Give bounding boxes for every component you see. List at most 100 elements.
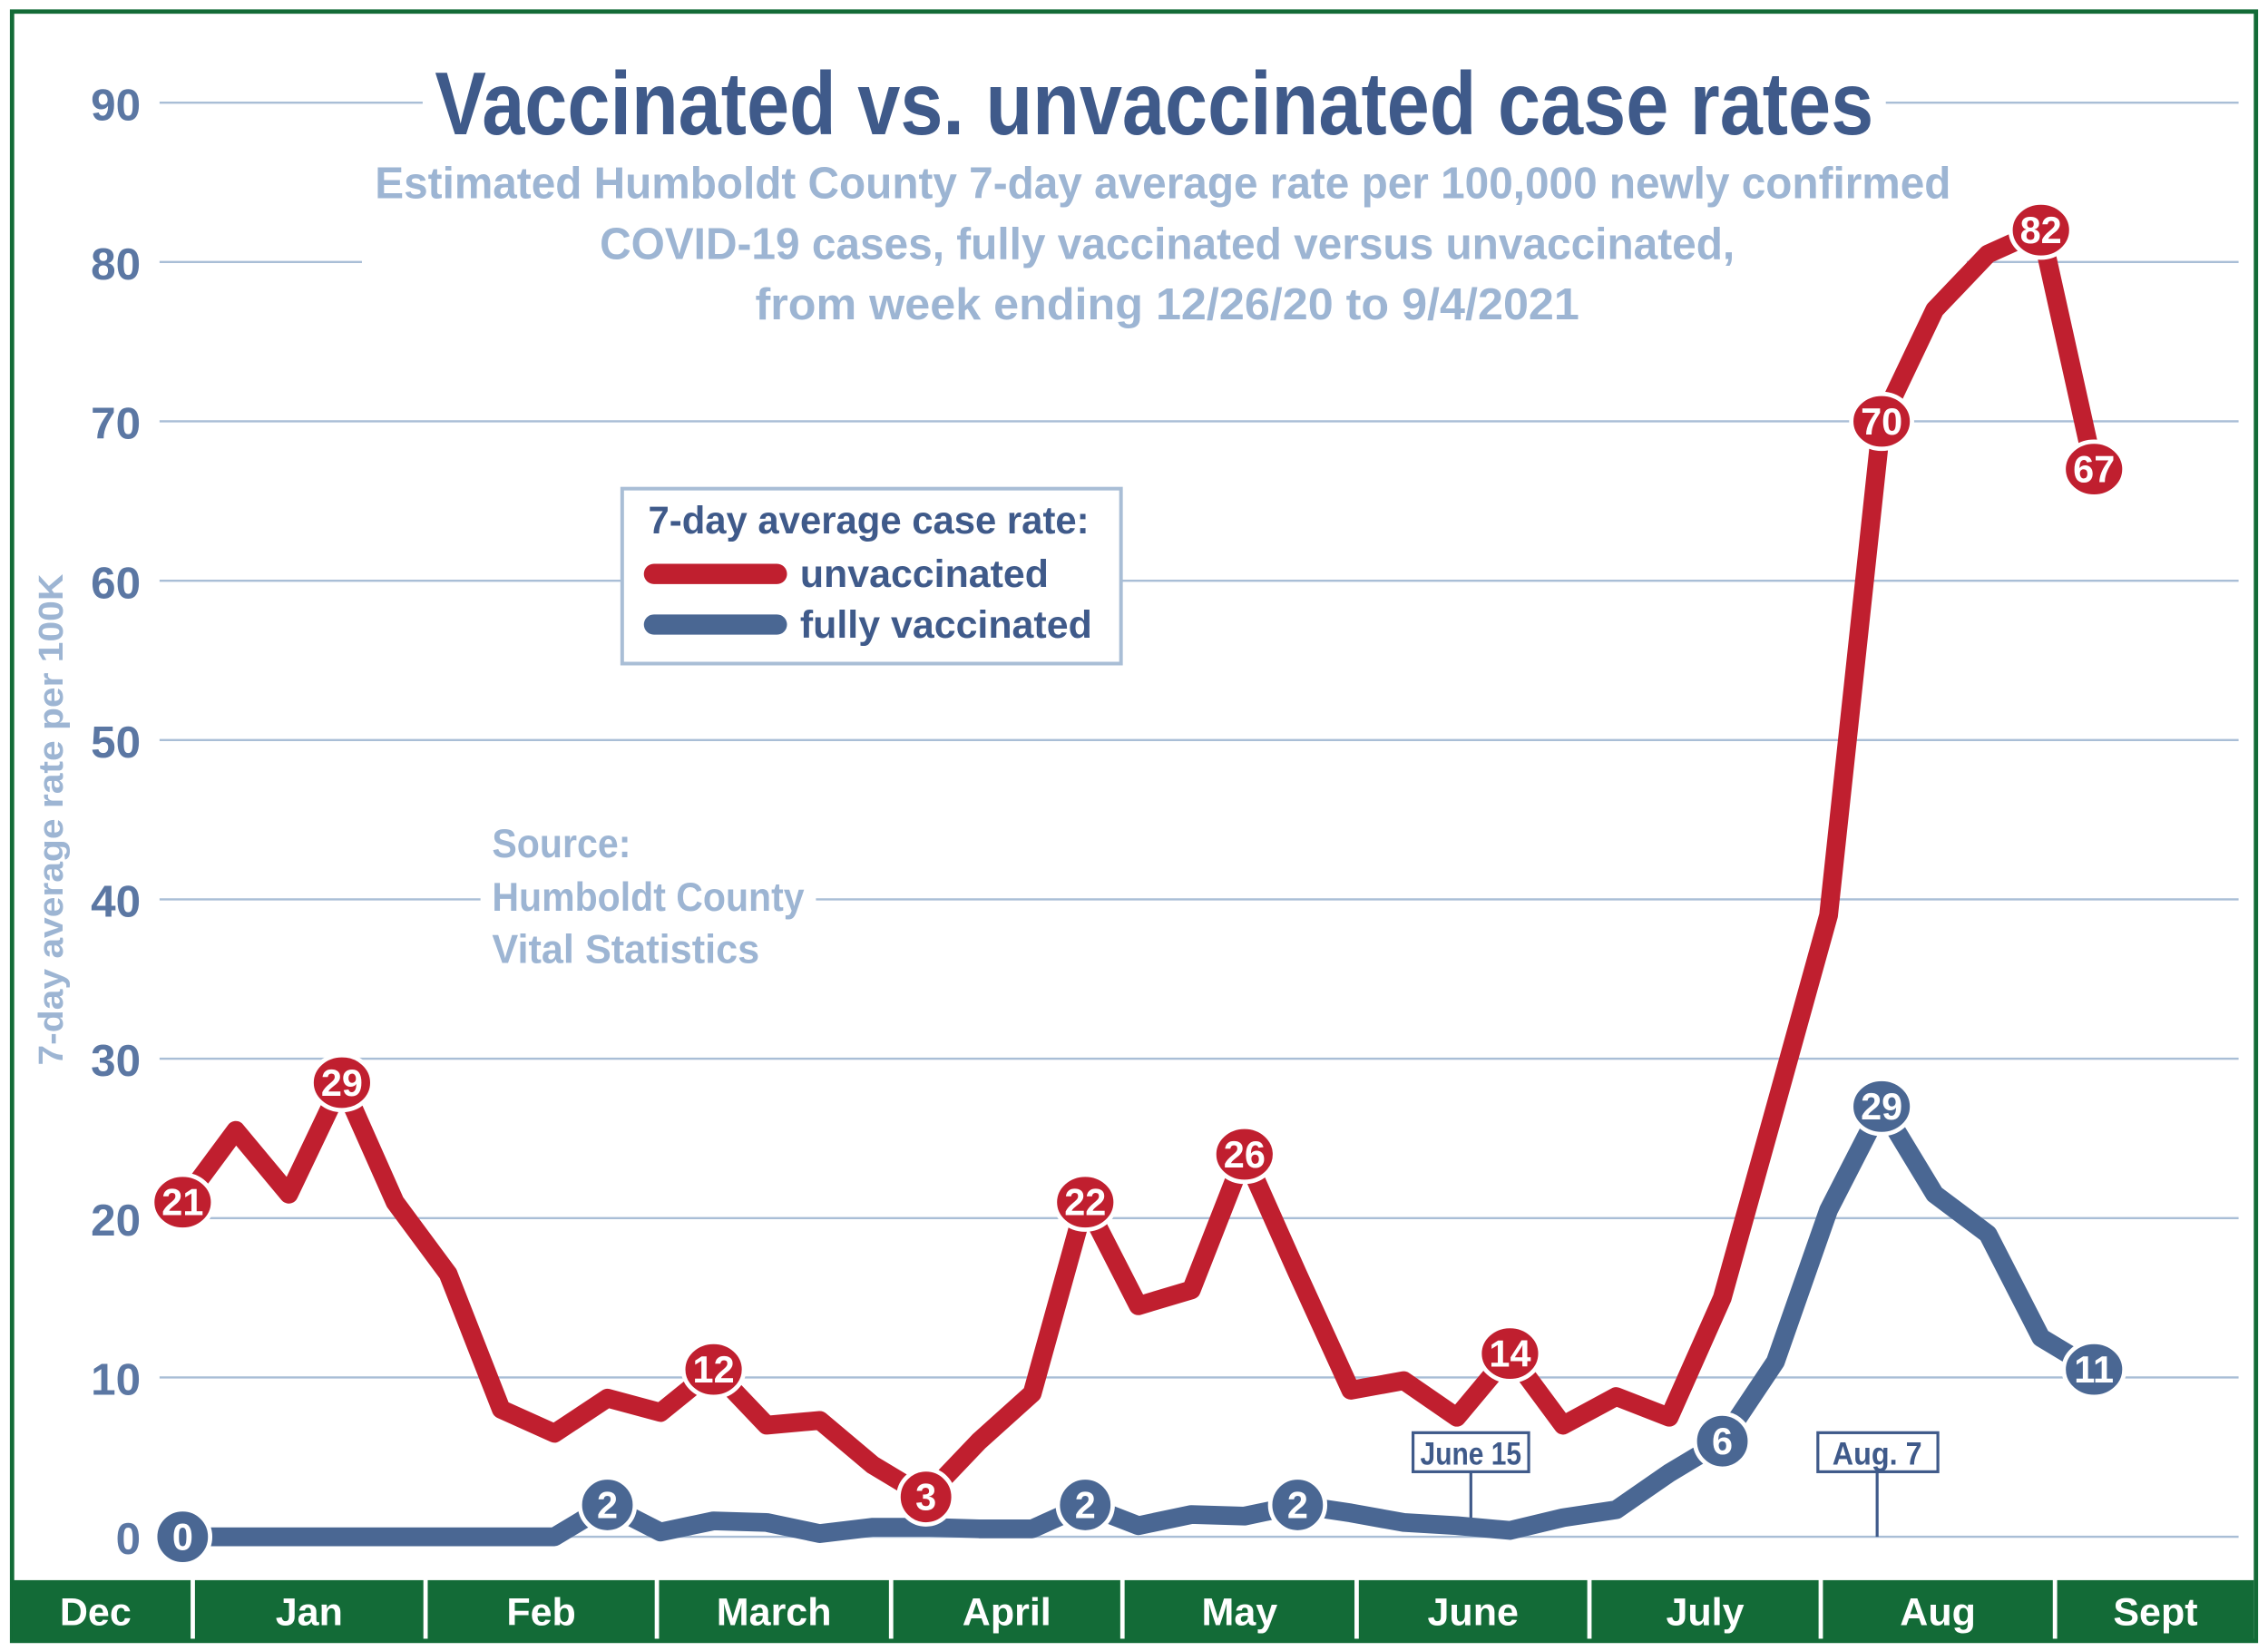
data-point-marker bbox=[2061, 1339, 2127, 1400]
x-tick-label: Jan bbox=[276, 1590, 343, 1634]
y-tick-label: 70 bbox=[91, 399, 141, 449]
x-tick-label: Aug bbox=[1900, 1590, 1976, 1634]
annotation-june-15: June 15 bbox=[1411, 1431, 1530, 1519]
data-point-label: 29 bbox=[1849, 1077, 1914, 1137]
data-point-label: 26 bbox=[1211, 1124, 1277, 1185]
chart-subtitle-line-2: COVID-19 cases, fully vaccinated versus … bbox=[600, 219, 1735, 269]
data-point-value: 70 bbox=[1861, 400, 1902, 443]
month-band: Dec Jan Feb March April May June July Aug Sept bbox=[12, 1579, 2254, 1641]
data-point-value: 82 bbox=[2020, 209, 2062, 251]
data-point-marker bbox=[1267, 1475, 1328, 1535]
data-point-value: 26 bbox=[1224, 1133, 1266, 1176]
x-tick-label: June bbox=[1428, 1590, 1519, 1634]
legend-label-unvaccinated: unvaccinated bbox=[800, 552, 1049, 596]
x-tick-label: Feb bbox=[506, 1590, 575, 1634]
source-line-2: Humboldt County bbox=[492, 875, 804, 920]
data-point-value: 67 bbox=[2073, 448, 2115, 491]
data-point-marker bbox=[309, 1052, 375, 1113]
data-point-value: 2 bbox=[1287, 1483, 1308, 1526]
data-point-label: 14 bbox=[1477, 1324, 1543, 1383]
data-point-label: 22 bbox=[1052, 1172, 1119, 1232]
series-line-unvaccinated bbox=[172, 220, 2104, 1507]
y-tick-label: 80 bbox=[91, 239, 141, 289]
data-point-label: 12 bbox=[680, 1339, 747, 1400]
data-point-marker bbox=[1849, 391, 1914, 452]
legend: 7-day average case rate: unvaccinated fu… bbox=[620, 486, 1123, 666]
data-point-marker bbox=[1477, 1324, 1543, 1383]
y-tick-label: 30 bbox=[91, 1036, 141, 1086]
month-cell bbox=[1823, 1579, 2053, 1641]
series-lines bbox=[172, 220, 2104, 1547]
data-point-label: 3 bbox=[896, 1467, 956, 1527]
source-line-1: Source: bbox=[492, 822, 631, 866]
chart-subtitle-line-1: Estimated Humboldt County 7-day average … bbox=[375, 158, 1950, 208]
data-point-value: 3 bbox=[915, 1476, 936, 1519]
data-point-marker bbox=[680, 1339, 747, 1400]
y-tick-label: 90 bbox=[91, 80, 141, 130]
month-cell bbox=[194, 1579, 424, 1641]
chart-title: Vaccinated vs. unvaccinated case rates bbox=[435, 54, 1873, 153]
data-point-marker bbox=[152, 1507, 213, 1567]
source-line-3: Vital Statistics bbox=[492, 927, 759, 972]
data-point-marker bbox=[896, 1467, 956, 1527]
x-tick-label: May bbox=[1201, 1590, 1277, 1634]
legend-title: 7-day average case rate: bbox=[649, 499, 1090, 542]
data-point-label: 2 bbox=[577, 1475, 638, 1535]
y-tick-label: 60 bbox=[91, 558, 141, 608]
month-cell bbox=[2057, 1579, 2254, 1641]
series-line-fully-vaccinated bbox=[172, 1097, 2104, 1547]
x-tick-label: July bbox=[1666, 1590, 1744, 1634]
data-point-value: 22 bbox=[1064, 1181, 1106, 1224]
month-cell bbox=[1358, 1579, 1588, 1641]
month-cell bbox=[12, 1579, 191, 1641]
data-point-label: 29 bbox=[309, 1052, 375, 1113]
data-point-value: 21 bbox=[161, 1181, 203, 1224]
svg-text:Aug. 7: Aug. 7 bbox=[1833, 1436, 1922, 1471]
data-point-label: 82 bbox=[2008, 200, 2074, 260]
annotation-aug-7: Aug. 7 bbox=[1816, 1431, 1940, 1538]
legend-label-fully-vaccinated: fully vaccinated bbox=[800, 603, 1092, 647]
month-cell bbox=[1124, 1579, 1355, 1641]
data-point-label: 6 bbox=[1692, 1412, 1753, 1471]
data-point-marker bbox=[150, 1172, 216, 1232]
y-tick-label: 20 bbox=[91, 1196, 141, 1246]
svg-text:June 15: June 15 bbox=[1421, 1436, 1522, 1471]
chart-subtitle-line-3: from week ending 12/26/20 to 9/4/2021 bbox=[755, 279, 1579, 329]
data-point-marker bbox=[2061, 439, 2127, 499]
x-tick-label: April bbox=[963, 1590, 1051, 1634]
data-point-marker bbox=[1211, 1124, 1277, 1185]
data-point-label: 70 bbox=[1849, 391, 1914, 452]
data-point-marker bbox=[1692, 1412, 1753, 1471]
x-tick-label: Sept bbox=[2113, 1590, 2197, 1634]
data-point-marker bbox=[577, 1475, 638, 1535]
data-point-value: 12 bbox=[693, 1348, 735, 1391]
month-cell bbox=[1591, 1579, 1819, 1641]
data-point-marker bbox=[1055, 1475, 1115, 1535]
data-point-label: 21 bbox=[150, 1172, 216, 1232]
data-point-label: 11 bbox=[2061, 1339, 2127, 1400]
data-point-marker bbox=[2008, 200, 2074, 260]
data-point-label: 2 bbox=[1267, 1475, 1328, 1535]
data-point-value: 29 bbox=[1861, 1085, 1902, 1128]
month-cell bbox=[427, 1579, 655, 1641]
data-point-value: 11 bbox=[2074, 1348, 2114, 1391]
month-cell bbox=[659, 1579, 889, 1641]
data-point-value: 29 bbox=[321, 1061, 363, 1104]
y-tick-label: 0 bbox=[116, 1514, 141, 1564]
x-tick-label: March bbox=[717, 1590, 832, 1634]
y-tick-labels: 0 10 20 30 40 50 60 70 80 90 bbox=[91, 80, 141, 1564]
y-axis-label: 7-day average rate per 100K bbox=[32, 573, 71, 1065]
data-point-value: 0 bbox=[172, 1515, 193, 1558]
data-point-value: 14 bbox=[1489, 1332, 1530, 1374]
data-point-value: 6 bbox=[1712, 1420, 1733, 1462]
data-point-marker bbox=[1849, 1077, 1914, 1137]
month-cell bbox=[893, 1579, 1120, 1641]
data-point-value: 2 bbox=[1075, 1483, 1096, 1526]
data-point-marker bbox=[1052, 1172, 1119, 1232]
x-tick-label: Dec bbox=[60, 1590, 132, 1634]
y-tick-label: 10 bbox=[91, 1355, 141, 1405]
y-tick-label: 50 bbox=[91, 718, 141, 767]
y-tick-label: 40 bbox=[91, 877, 141, 927]
